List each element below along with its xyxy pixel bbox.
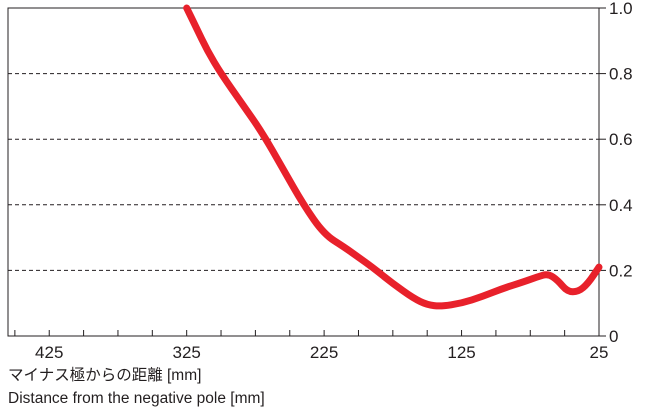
plot-frame [7,7,600,337]
plot-border [7,7,600,337]
y-tick-label: 0.8 [609,65,633,84]
y-tick-label: 0.4 [609,196,633,215]
x-tick-label: 225 [310,343,338,362]
y-tick-label: 1.0 [609,0,633,18]
y-tick-label: 0 [609,327,618,346]
x-tick-label: 25 [590,343,609,362]
y-tick-label: 0.6 [609,130,633,149]
series-line [183,4,603,310]
data-series [183,4,603,310]
y-tick-label: 0.2 [609,261,633,280]
x-axis-label-japanese: マイナス極からの距離 [mm] [8,367,202,384]
x-axis-label-english: Distance from the negative pole [mm] [8,390,265,407]
x-tick-label: 325 [172,343,200,362]
x-tick-label: 125 [447,343,475,362]
x-tick-label: 425 [35,343,63,362]
grid-lines [8,73,599,271]
axis-ticks: 0 0.2 0.4 0.6 0.8 1.0 425 325 225 125 25 [14,0,633,362]
